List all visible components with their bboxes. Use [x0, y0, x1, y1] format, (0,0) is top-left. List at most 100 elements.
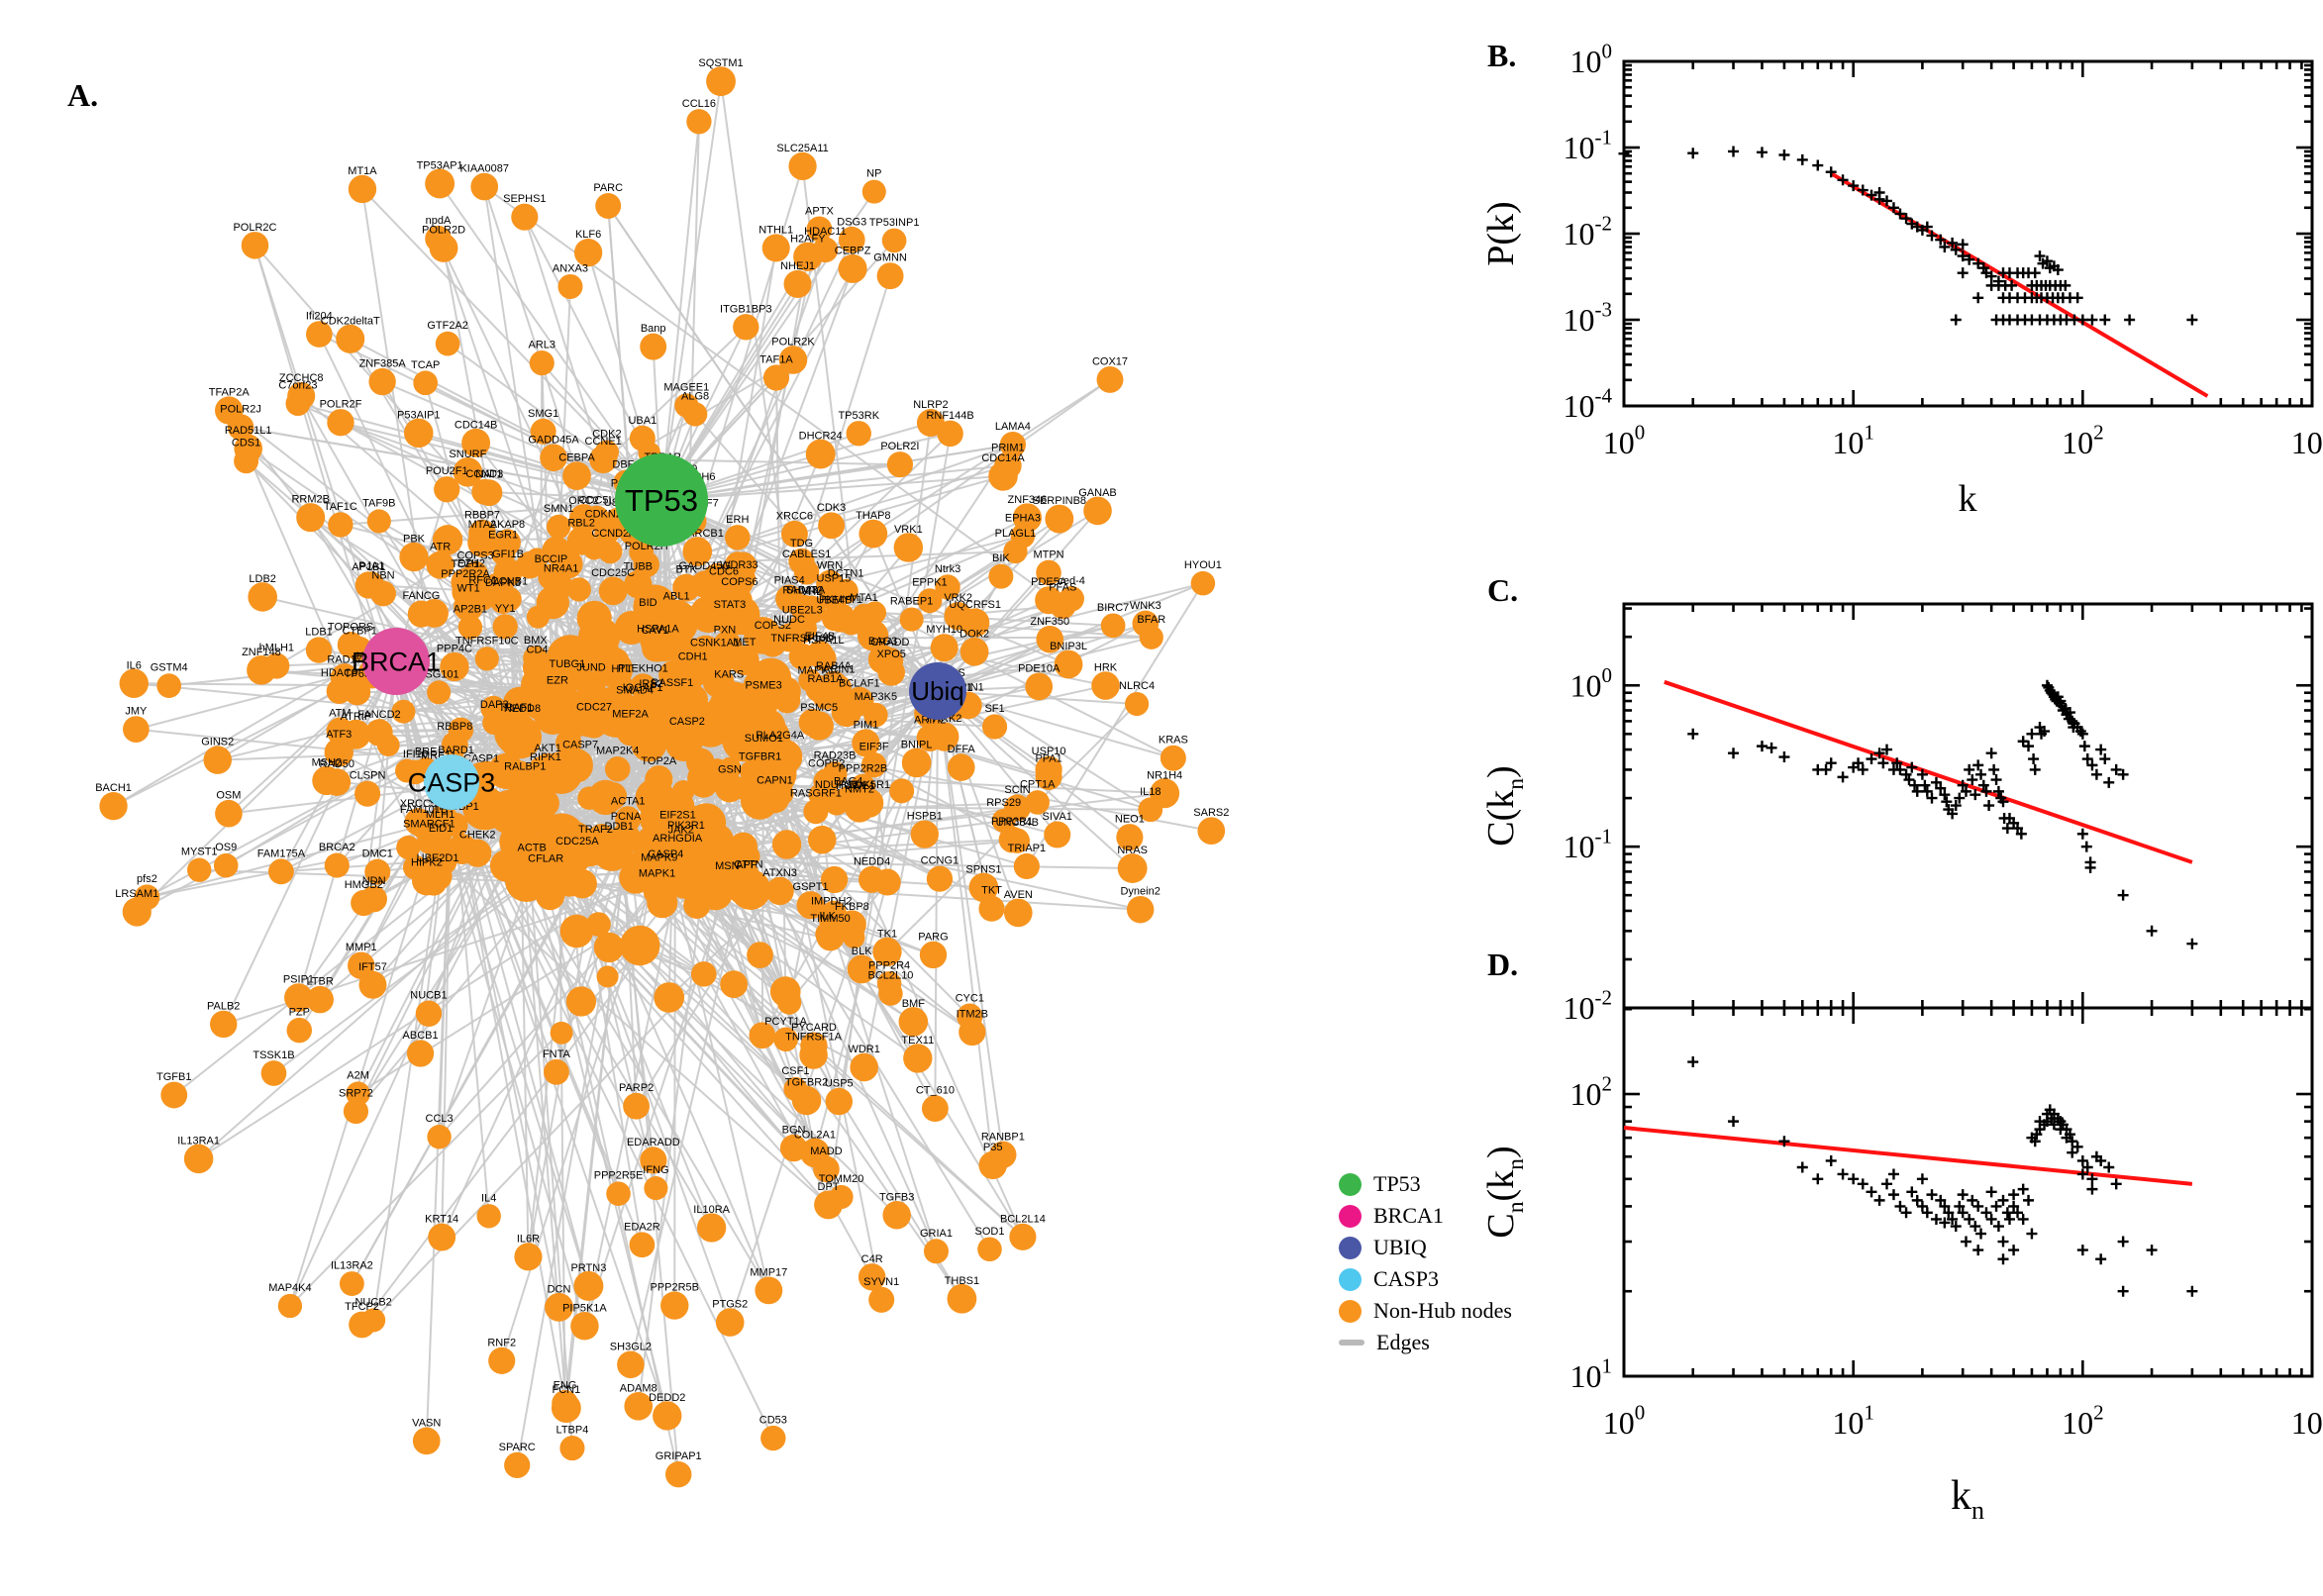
network-node — [690, 570, 719, 598]
network-edge — [275, 358, 794, 667]
legend-item-tp53: TP53 — [1339, 1168, 1512, 1200]
legend-label: UBIQ — [1373, 1235, 1427, 1259]
network-node — [566, 526, 596, 555]
network-node — [598, 781, 628, 811]
network-node — [702, 648, 729, 674]
network-node — [593, 932, 625, 963]
network-node — [471, 478, 498, 505]
x-tick-label: 102 — [2062, 421, 2104, 460]
network-edge — [660, 191, 875, 501]
network-node — [671, 780, 695, 803]
network-edge — [646, 549, 1016, 566]
y-tick-label: 100 — [1570, 663, 1613, 703]
network-node — [634, 606, 662, 636]
x-tick-label: 100 — [1603, 1401, 1646, 1441]
network-node — [645, 765, 673, 794]
network-node — [729, 832, 758, 861]
network-edge — [629, 855, 750, 1365]
network-nodes — [99, 66, 1226, 1488]
x-tick-label: 103 — [2291, 1401, 2323, 1441]
legend-dot-icon — [1339, 1204, 1362, 1228]
network-edge — [660, 81, 723, 501]
network-node — [532, 863, 559, 890]
network-node — [546, 514, 571, 540]
network-node — [715, 772, 745, 803]
network-node — [567, 750, 593, 775]
plot-panel-C: 100 10-1 10-2 C(kn) — [1480, 602, 2314, 1026]
network-edge — [755, 798, 1024, 1238]
network-edge — [428, 864, 507, 1015]
plot-box — [1622, 59, 2314, 408]
network-node — [598, 576, 628, 606]
network-node — [594, 519, 620, 546]
panel-b-label: B. — [1487, 38, 1517, 73]
network-node — [550, 1021, 573, 1045]
network-node — [807, 825, 837, 854]
network-node — [661, 599, 691, 630]
legend-item-casp3: CASP3 — [1339, 1263, 1512, 1295]
legend-dot-icon — [1339, 1236, 1362, 1259]
legend-dot-icon — [1339, 1267, 1362, 1291]
network-node — [729, 646, 759, 676]
network-node — [857, 620, 889, 651]
network-node — [580, 833, 611, 862]
legend-dot-icon — [1339, 1172, 1362, 1196]
network-node — [818, 512, 846, 540]
network-edge — [372, 973, 705, 1322]
network-node — [820, 865, 849, 894]
network-edge — [451, 781, 668, 1417]
network-node — [682, 537, 713, 566]
network-node — [542, 536, 571, 565]
panel-d-label: D. — [1487, 947, 1519, 982]
network-node — [511, 770, 540, 799]
network-node — [747, 942, 773, 969]
network-node — [736, 870, 761, 896]
panel-c-label: C. — [1487, 572, 1519, 608]
network-edge — [297, 660, 397, 998]
legend: TP53 BRCA1 UBIQ CASP3 Non-Hub nodes Edges — [1339, 1168, 1512, 1358]
network-edge — [765, 726, 938, 1252]
network-node — [716, 679, 742, 705]
network-node — [629, 425, 656, 451]
x-tick-label: 100 — [1603, 421, 1646, 460]
network-node — [630, 673, 656, 700]
legend-item-brca1: BRCA1 — [1339, 1200, 1512, 1232]
y-tick-label: 10-1 — [1564, 126, 1613, 165]
network-edge — [660, 464, 1008, 501]
network-node — [725, 525, 751, 550]
legend-label: Edges — [1376, 1330, 1430, 1354]
network-node — [396, 835, 421, 860]
plot-box — [1622, 1006, 2314, 1378]
network-node — [720, 970, 749, 999]
network-node — [482, 711, 507, 736]
network-node — [674, 727, 700, 752]
network-node — [780, 520, 808, 548]
network-node — [750, 742, 778, 771]
y-tick-label: 10-3 — [1564, 298, 1613, 338]
network-node — [750, 689, 777, 718]
network-node — [712, 869, 742, 899]
network-node — [576, 600, 612, 636]
legend-label: BRCA1 — [1373, 1203, 1444, 1228]
network-edge — [222, 660, 397, 1025]
network-node — [788, 548, 815, 574]
network-node — [659, 688, 685, 714]
network-edge — [637, 871, 706, 1407]
legend-label: TP53 — [1373, 1171, 1421, 1196]
x-tick-label: 101 — [1832, 1401, 1874, 1441]
legend-dot-icon — [1339, 1299, 1362, 1323]
network-node — [616, 718, 645, 747]
network-node — [889, 778, 915, 804]
network-edge — [340, 499, 662, 526]
network-node — [554, 668, 580, 695]
y-axis-label: P(k) — [1480, 201, 1522, 265]
network-node — [562, 461, 591, 490]
x-tick-label: 102 — [2062, 1401, 2104, 1441]
network-edge — [765, 727, 883, 1301]
network-node — [391, 699, 416, 724]
network-node — [559, 914, 594, 948]
network-edge — [937, 690, 994, 1166]
